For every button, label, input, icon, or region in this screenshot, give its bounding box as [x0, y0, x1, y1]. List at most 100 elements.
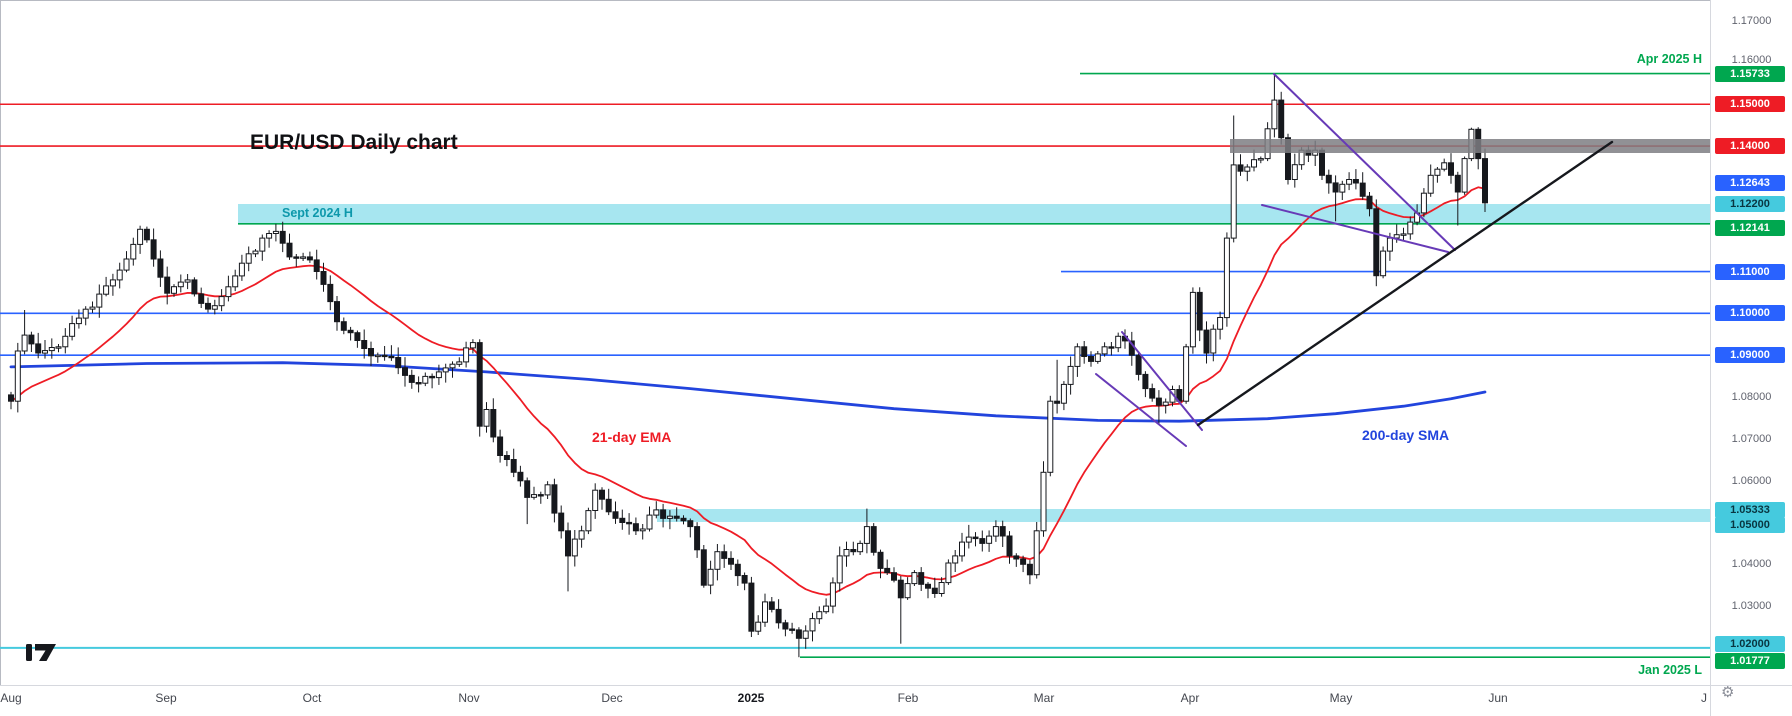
candle-body	[388, 355, 395, 359]
axis-divider-vertical	[1710, 0, 1711, 716]
candle-body	[741, 575, 748, 584]
candle-body	[517, 471, 524, 482]
chart-title: EUR/USD Daily chart	[250, 131, 458, 154]
candle-body	[571, 538, 578, 557]
april-falling-wedge-lower[interactable]	[1261, 204, 1449, 253]
candle-body	[69, 323, 76, 337]
candle-body	[877, 551, 884, 569]
candle-body	[293, 256, 300, 259]
candle-body	[1101, 346, 1108, 355]
candle-body	[313, 259, 320, 272]
candle-body	[687, 520, 694, 528]
gear-icon[interactable]: ⚙	[1721, 684, 1735, 701]
candle-body	[857, 542, 864, 553]
candle-body	[809, 618, 816, 632]
candle-body	[558, 512, 565, 532]
candle-body	[1026, 563, 1033, 576]
candle-body	[1060, 383, 1067, 404]
candle-body	[1115, 335, 1122, 349]
candle-body	[1332, 182, 1339, 193]
candle-body	[42, 350, 48, 354]
tradingview-logo[interactable]	[24, 641, 60, 663]
candle-body	[252, 250, 259, 255]
candle-body	[381, 354, 388, 358]
candle-body	[143, 228, 150, 241]
candle-body	[850, 549, 857, 553]
candle-body	[1081, 346, 1088, 357]
zone-1-05-band[interactable]	[657, 509, 1710, 522]
candle-body	[599, 489, 605, 500]
candle-body	[395, 357, 402, 369]
rising-support-trendline[interactable]	[1196, 140, 1614, 427]
ema-21-line[interactable]	[10, 186, 1486, 596]
price-tick-label: 1.17000	[1731, 14, 1772, 27]
candle-body	[1088, 356, 1094, 362]
candle-body	[361, 340, 368, 349]
candle-body	[259, 237, 266, 252]
candle-body	[354, 332, 361, 342]
candle-body	[911, 572, 918, 585]
march-wedge-lower[interactable]	[1095, 373, 1187, 447]
candle-body	[619, 517, 626, 523]
candle-body	[1067, 365, 1074, 385]
candle-body	[904, 583, 911, 599]
candle-body	[544, 484, 551, 496]
candle-body	[1210, 328, 1217, 354]
price-scale[interactable]: 1.17000 1.16000 1.08000 1.07000 1.06000 1.040…	[1711, 0, 1792, 685]
price-tick-label: 1.08000	[1731, 390, 1772, 403]
candle-body	[1366, 195, 1373, 210]
candle-body	[35, 343, 42, 354]
candle-body	[673, 515, 680, 519]
resistance-1-14-zone[interactable]	[1230, 139, 1710, 153]
candle-body	[435, 371, 442, 379]
candle-body	[21, 334, 28, 352]
candle-body	[626, 521, 633, 525]
candle-body	[171, 286, 177, 294]
candle-body	[1325, 174, 1332, 184]
candle-body	[836, 555, 843, 584]
candle-body	[1427, 174, 1434, 194]
time-scale[interactable]: Aug Sep Oct Nov Dec 2025 Feb Mar Apr May Jun J	[0, 686, 1792, 716]
candle-body	[829, 582, 836, 607]
candle-body	[1407, 221, 1414, 235]
candle-body	[755, 621, 762, 632]
candle-body	[177, 281, 184, 288]
candles-series	[8, 73, 1488, 658]
march-wedge-upper[interactable]	[1121, 331, 1203, 431]
price-badge-resistance-1-14: 1.14000	[1715, 138, 1785, 155]
candle-body	[211, 305, 218, 310]
candle-body	[205, 302, 211, 310]
candle-body	[1346, 179, 1353, 185]
candle-body	[1033, 530, 1040, 576]
candle-body	[8, 394, 14, 402]
candle-body	[476, 342, 483, 427]
time-axis-label: 2025	[737, 691, 765, 705]
candle-body	[986, 535, 993, 544]
time-axis-label: Nov	[458, 691, 480, 705]
candle-body	[334, 301, 340, 323]
candle-body	[748, 582, 755, 632]
candle-body	[1006, 535, 1013, 557]
candle-body	[28, 334, 35, 345]
candle-body	[191, 279, 198, 295]
sma-200-line[interactable]	[9, 361, 1487, 423]
price-tick-label: 1.06000	[1731, 474, 1772, 487]
support-resistance-lines[interactable]	[0, 72, 1710, 659]
price-tick-label: 1.03000	[1731, 600, 1772, 613]
candle-body	[272, 230, 279, 234]
price-badge-sept-2024-high: 1.12141	[1715, 219, 1785, 236]
sept-2024-high-zone[interactable]	[238, 204, 1710, 224]
candle-body	[1386, 237, 1393, 252]
plot-canvas[interactable]	[0, 0, 1710, 685]
candle-body	[524, 480, 531, 498]
candle-body	[537, 494, 544, 497]
candle-body	[75, 317, 82, 325]
candle-body	[463, 347, 470, 363]
candle-body	[116, 269, 123, 281]
candle-body	[707, 568, 714, 586]
candle-body	[1135, 354, 1142, 375]
candle-body	[979, 538, 986, 544]
april-falling-wedge-upper[interactable]	[1273, 73, 1456, 251]
candle-body	[843, 549, 850, 557]
